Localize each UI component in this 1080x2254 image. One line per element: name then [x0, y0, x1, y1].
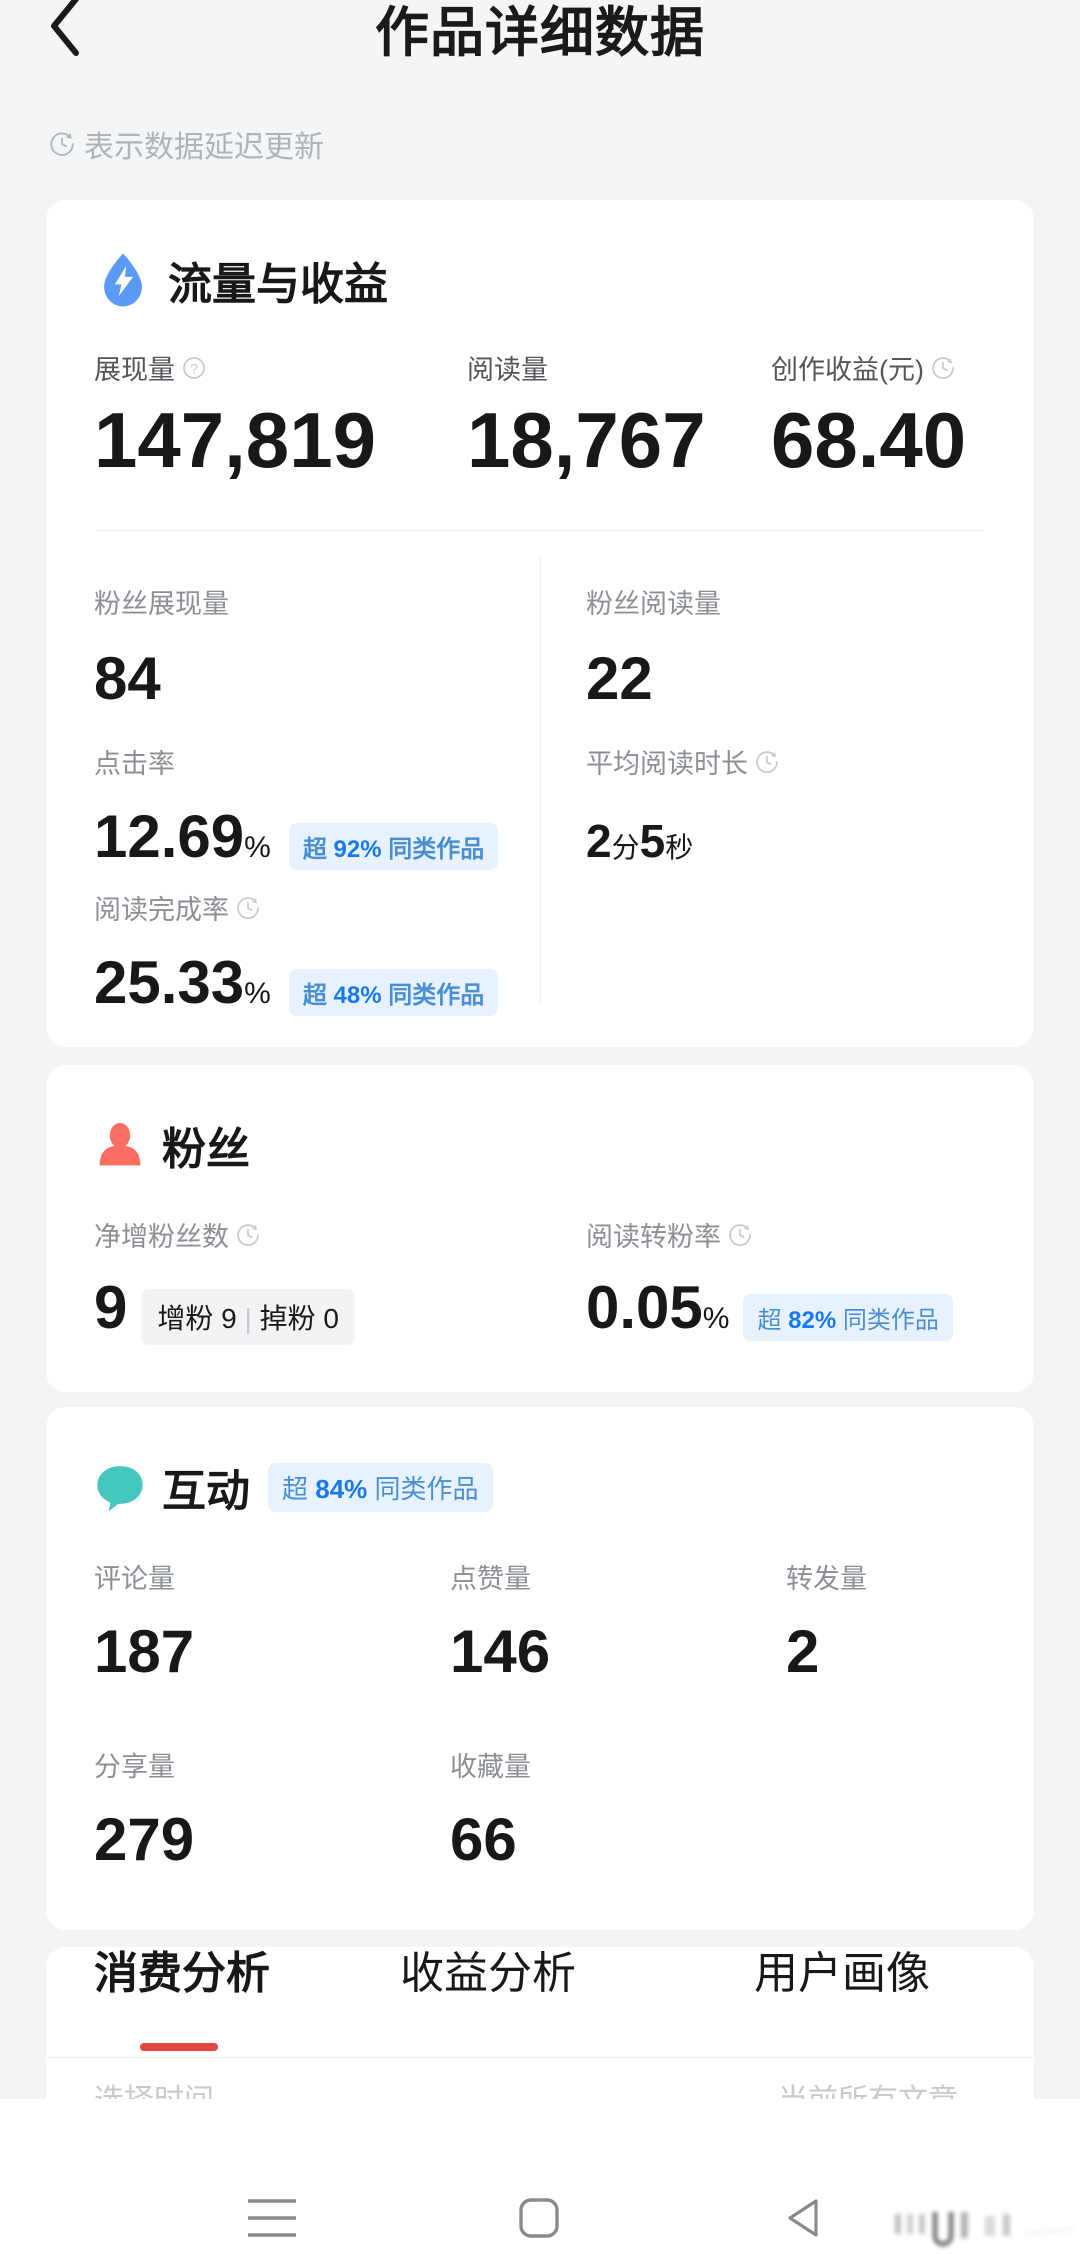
- svg-text:?: ?: [190, 360, 198, 376]
